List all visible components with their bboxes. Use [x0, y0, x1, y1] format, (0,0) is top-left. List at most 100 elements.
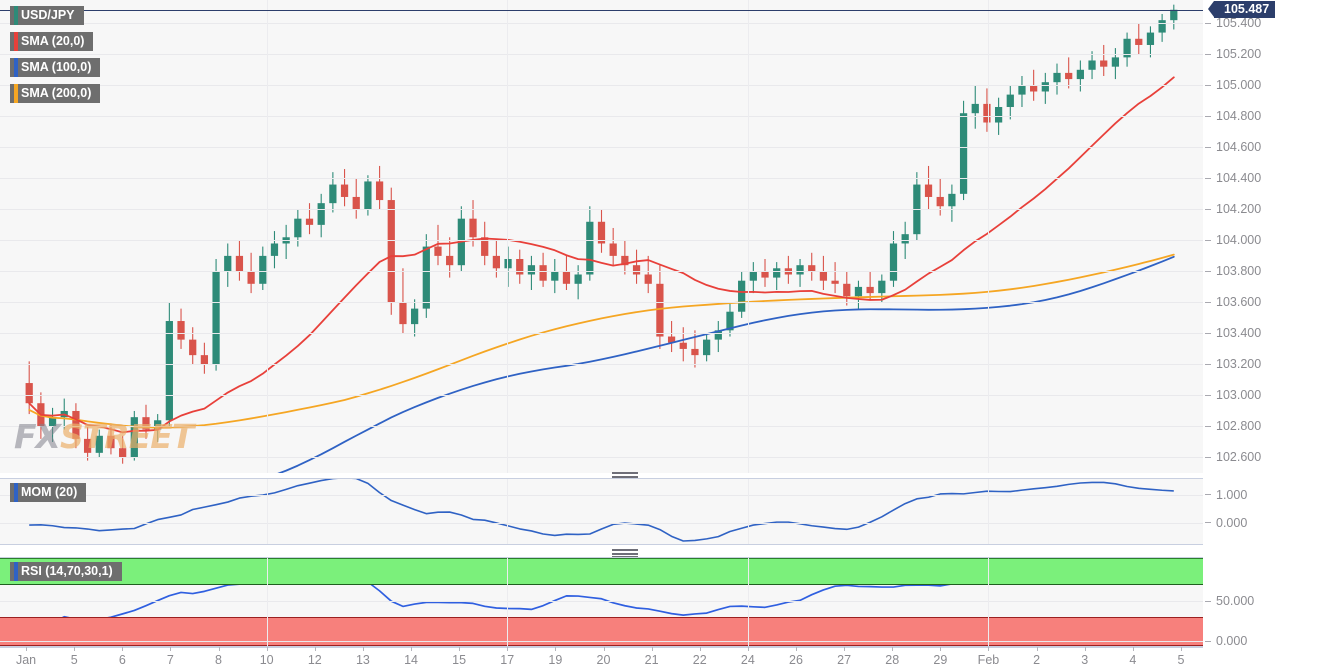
price-y-tick: 102.600: [1203, 450, 1261, 464]
sma20-badge[interactable]: SMA (20,0): [10, 32, 94, 51]
gridline-horizontal: [0, 116, 1203, 117]
mom-y-axis[interactable]: 1.000 0.000: [1203, 478, 1318, 545]
gridline-horizontal: [0, 240, 1203, 241]
rsi-gridlines: [0, 558, 1203, 646]
mom-line-plot: [29, 479, 1174, 542]
gridline-vertical: [988, 479, 989, 544]
gridline-vertical: [748, 479, 749, 544]
gridline-vertical: [507, 558, 508, 646]
date-x-tick: 8: [215, 653, 223, 667]
gridline-horizontal: [0, 457, 1203, 458]
date-x-tick: 21: [644, 653, 659, 667]
legend-color-swatch: [14, 483, 18, 502]
price-y-axis[interactable]: 105.400 105.200 105.000 104.800 104.600 104.4…: [1203, 0, 1318, 473]
date-x-tick: 5: [70, 653, 78, 667]
x-tick-mark: [122, 647, 123, 651]
date-x-tick: 10: [259, 653, 274, 667]
date-x-tick: 20: [596, 653, 611, 667]
date-x-tick: 6: [118, 653, 126, 667]
gridline-vertical: [507, 0, 508, 473]
x-tick-mark: [363, 647, 364, 651]
x-tick-mark: [26, 647, 27, 651]
x-tick-mark: [988, 647, 989, 651]
gridline-vertical: [507, 479, 508, 544]
x-tick-mark: [170, 647, 171, 651]
x-tick-mark: [507, 647, 508, 651]
price-y-tick: 104.600: [1203, 140, 1261, 154]
mom-badge[interactable]: MOM (20): [10, 483, 87, 502]
price-y-tick: 104.200: [1203, 202, 1261, 216]
x-tick-mark: [219, 647, 220, 651]
price-y-tick: 103.400: [1203, 326, 1261, 340]
rsi-y-tick: 0.000: [1203, 634, 1247, 648]
date-x-axis[interactable]: Jan 5 6 7 8 10 12 13 14 15 17 19 20 21 22 24 26 27 28 29 Feb…: [0, 647, 1203, 671]
gridline-vertical: [267, 479, 268, 544]
gridline-horizontal: [0, 302, 1203, 303]
price-y-tick: 103.200: [1203, 357, 1261, 371]
rsi-overbought-band: [0, 558, 1203, 586]
handle-line: [612, 552, 638, 555]
gridline-vertical: [748, 558, 749, 646]
sma100-badge[interactable]: SMA (100,0): [10, 58, 101, 77]
gridline-horizontal: [0, 364, 1203, 365]
date-x-tick: 27: [837, 653, 852, 667]
x-tick-mark: [1037, 647, 1038, 651]
gridline-vertical: [267, 558, 268, 646]
price-y-tick: 104.400: [1203, 171, 1261, 185]
legend-color-swatch: [14, 562, 18, 581]
legend-label: RSI (14,70,30,1): [21, 564, 113, 578]
price-gridlines: [0, 0, 1203, 473]
rsi-y-tick: 50.000: [1203, 594, 1254, 608]
price-y-tick: 105.000: [1203, 78, 1261, 92]
gridline-vertical: [748, 0, 749, 473]
gridline-vertical: [988, 0, 989, 473]
gridline-horizontal: [0, 395, 1203, 396]
date-x-tick: 13: [355, 653, 370, 667]
momentum-indicator-panel[interactable]: [0, 478, 1203, 545]
legend-color-swatch: [14, 6, 18, 25]
sma200-badge[interactable]: SMA (200,0): [10, 84, 101, 103]
x-tick-mark: [892, 647, 893, 651]
gridline-horizontal: [0, 23, 1203, 24]
x-tick-mark: [315, 647, 316, 651]
legend-label: SMA (200,0): [21, 86, 92, 100]
date-x-tick: 29: [933, 653, 948, 667]
date-x-tick: Jan: [15, 653, 37, 667]
legend-color-swatch: [14, 32, 18, 51]
symbol-badge[interactable]: USD/JPY: [10, 6, 84, 25]
current-price-line: [0, 9, 1203, 12]
rsi-y-axis[interactable]: 50.000 0.000: [1203, 557, 1318, 648]
date-x-tick: 3: [1081, 653, 1089, 667]
gridline-horizontal: [0, 426, 1203, 427]
legend-label: USD/JPY: [21, 8, 75, 22]
price-y-tick: 104.800: [1203, 109, 1261, 123]
gridline-horizontal: [0, 209, 1203, 210]
price-y-tick: 105.200: [1203, 47, 1261, 61]
handle-line: [612, 549, 638, 551]
x-tick-mark: [411, 647, 412, 651]
legend-color-swatch: [14, 58, 18, 77]
date-x-tick: 26: [789, 653, 803, 667]
gridline-vertical: [267, 0, 268, 473]
price-y-tick: 102.800: [1203, 419, 1261, 433]
date-x-tick: 24: [740, 653, 755, 667]
rsi-badge[interactable]: RSI (14,70,30,1): [10, 562, 122, 581]
date-x-tick: 15: [452, 653, 467, 667]
rsi-indicator-panel[interactable]: [0, 557, 1203, 647]
handle-line: [612, 472, 638, 474]
gridline-horizontal: [0, 333, 1203, 334]
date-x-tick: 7: [166, 653, 174, 667]
price-y-tick: 103.800: [1203, 264, 1261, 278]
legend-label: MOM (20): [21, 485, 78, 499]
legend-label: SMA (20,0): [21, 34, 85, 48]
date-x-tick: 2: [1033, 653, 1041, 667]
gridline-horizontal: [0, 641, 1203, 642]
date-x-tick: 5: [1177, 653, 1185, 667]
x-tick-mark: [1133, 647, 1134, 651]
x-tick-mark: [652, 647, 653, 651]
x-tick-mark: [1181, 647, 1182, 651]
gridline-horizontal: [0, 495, 1203, 496]
gridline-horizontal: [0, 85, 1203, 86]
x-tick-mark: [940, 647, 941, 651]
gridline-horizontal: [0, 147, 1203, 148]
